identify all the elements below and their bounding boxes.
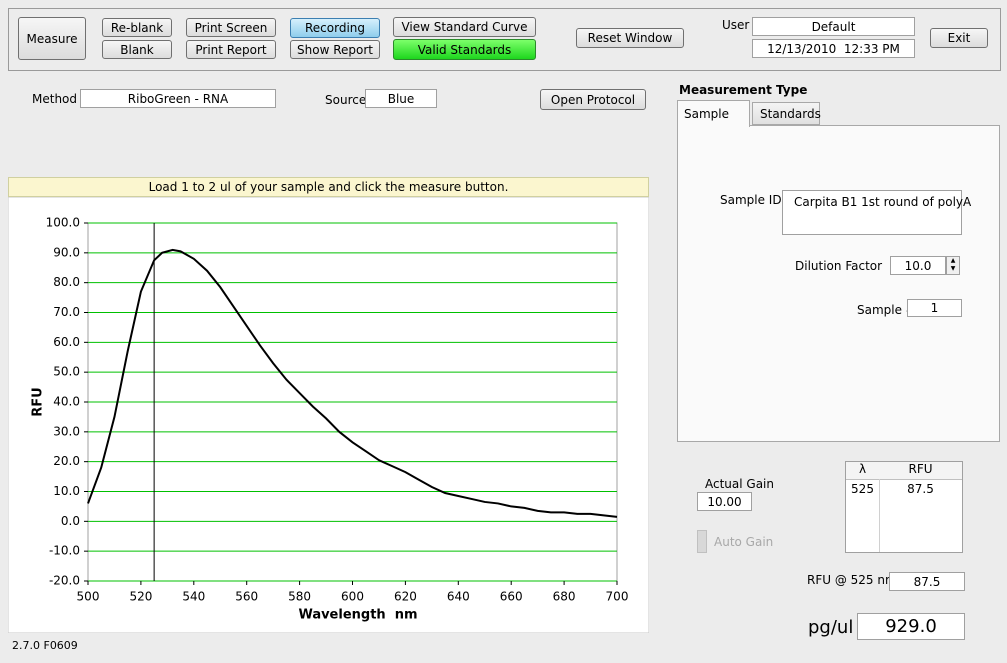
concentration-label: pg/ul (808, 617, 854, 638)
actual-gain-field: 10.00 (697, 492, 752, 511)
version-label: 2.7.0 F0609 (12, 639, 78, 652)
actual-gain-label: Actual Gain (705, 477, 774, 491)
y-tick-label: 50.0 (53, 365, 80, 379)
x-tick-label: 660 (500, 590, 523, 604)
tab-panel (677, 125, 1000, 442)
method-field[interactable]: RiboGreen - RNA (80, 89, 276, 108)
dilution-factor-label: Dilution Factor (795, 259, 883, 273)
chart-instruction: Load 1 to 2 ul of your sample and click … (8, 177, 649, 197)
x-tick-label: 620 (394, 590, 417, 604)
x-tick-label: 560 (235, 590, 258, 604)
y-tick-label: 20.0 (53, 454, 80, 468)
recording-button[interactable]: Recording (290, 18, 380, 38)
print-screen-button[interactable]: Print Screen (186, 18, 276, 37)
standards-tab[interactable]: Standards (752, 102, 821, 125)
y-tick-label: -20.0 (49, 574, 80, 588)
user-label: User (722, 18, 750, 32)
source-field[interactable]: Blue (365, 89, 437, 108)
blank-button[interactable]: Blank (102, 40, 172, 59)
datetime-field: 12/13/2010 12:33 PM (752, 39, 915, 58)
view-standard-curve-button[interactable]: View Standard Curve (393, 17, 536, 37)
y-tick-label: 10.0 (53, 484, 80, 498)
auto-gain-toggle[interactable] (697, 530, 707, 553)
table-cell: 525 (851, 482, 874, 496)
reblank-button[interactable]: Re-blank (102, 18, 172, 37)
x-axis-label: Wavelength nm (298, 608, 417, 623)
y-tick-label: 40.0 (53, 395, 80, 409)
table-divider (879, 479, 880, 552)
y-tick-label: 100.0 (46, 216, 80, 230)
rfu-at-label: RFU @ 525 nm (807, 573, 897, 587)
auto-gain-label: Auto Gain (714, 535, 774, 549)
dilution-factor-field[interactable]: 10.0 (890, 256, 946, 275)
sample-id-label: Sample ID (720, 193, 782, 207)
x-tick-label: 600 (341, 590, 364, 604)
sample-number-field[interactable]: 1 (907, 299, 962, 317)
rfu-at-field: 87.5 (889, 572, 965, 591)
measurement-type-title: Measurement Type (679, 83, 808, 97)
sample-id-field[interactable]: Carpita B1 1st round of polyA (782, 190, 971, 235)
x-tick-label: 580 (288, 590, 311, 604)
y-axis-label: RFU (31, 387, 46, 416)
method-label: Method (32, 92, 78, 106)
x-tick-label: 640 (447, 590, 470, 604)
y-tick-label: 60.0 (53, 335, 80, 349)
chart: RFU Wavelength nm -20.0 -10.0 0.0 10.0 20.0 3… (8, 197, 649, 633)
y-tick-label: 90.0 (53, 245, 80, 259)
x-tick-label: 540 (182, 590, 205, 604)
valid-standards-button[interactable]: Valid Standards (393, 39, 536, 60)
x-tick-label: 500 (77, 590, 100, 604)
y-tick-label: -10.0 (49, 544, 80, 558)
table-header: RFU (879, 462, 962, 480)
results-table: λ RFU 525 87.5 (845, 461, 963, 553)
measure-button[interactable]: Measure (18, 17, 86, 60)
show-report-button[interactable]: Show Report (290, 40, 380, 59)
y-tick-label: 30.0 (53, 424, 80, 438)
y-tick-label: 70.0 (53, 305, 80, 319)
x-tick-label: 520 (129, 590, 152, 604)
open-protocol-button[interactable]: Open Protocol (540, 89, 646, 110)
spectrum-line (87, 248, 618, 518)
y-tick-label: 0.0 (61, 514, 80, 528)
x-tick-label: 700 (606, 590, 629, 604)
table-header: λ (846, 462, 880, 480)
y-tick-label: 80.0 (53, 275, 80, 289)
print-report-button[interactable]: Print Report (186, 40, 276, 59)
sample-tab[interactable]: Sample (677, 100, 750, 127)
toolbar (8, 8, 1001, 71)
table-cell: 87.5 (907, 482, 934, 496)
reset-window-button[interactable]: Reset Window (576, 28, 684, 48)
dilution-spinner[interactable]: ▲ ▼ (946, 256, 960, 275)
concentration-field: 929.0 (857, 613, 965, 640)
source-label: Source (325, 93, 367, 107)
user-field[interactable]: Default (752, 17, 915, 36)
x-tick-label: 680 (553, 590, 576, 604)
exit-button[interactable]: Exit (930, 28, 988, 48)
